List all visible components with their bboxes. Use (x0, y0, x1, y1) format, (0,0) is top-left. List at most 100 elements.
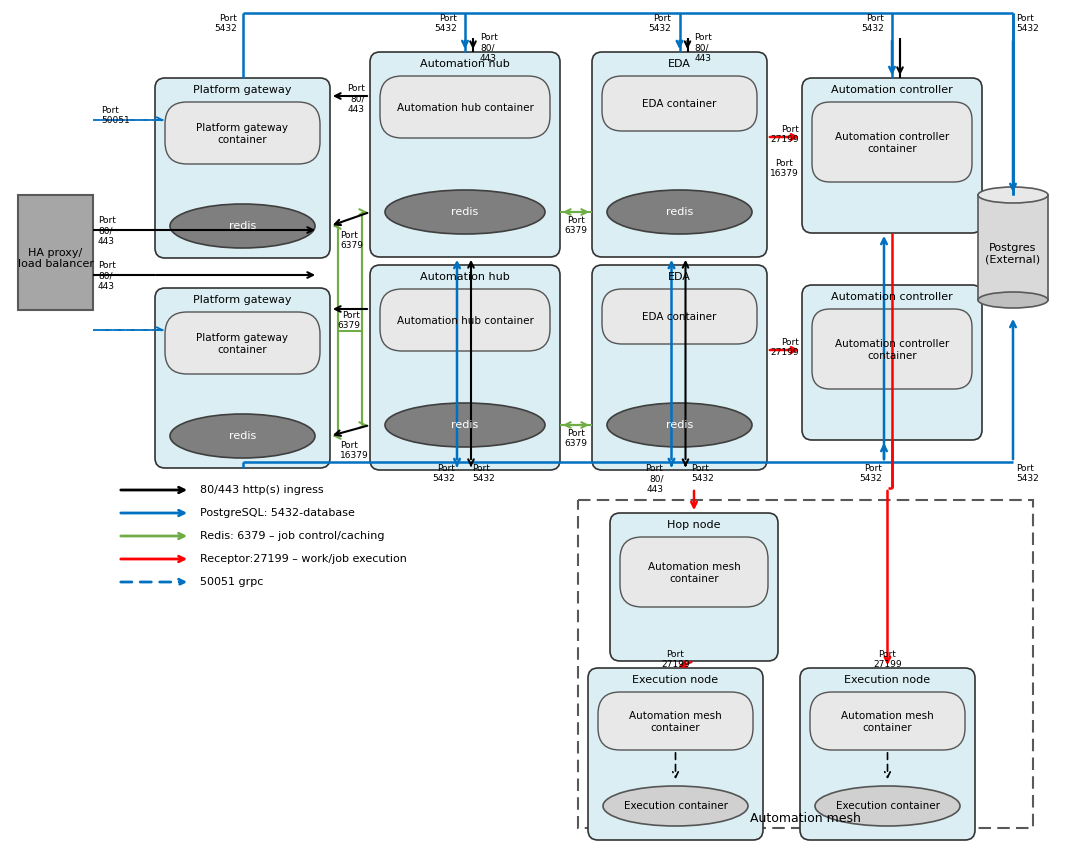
FancyBboxPatch shape (592, 265, 767, 470)
FancyBboxPatch shape (588, 668, 763, 840)
Text: Port
80/
443: Port 80/ 443 (694, 33, 713, 63)
Text: Postgres
(External): Postgres (External) (986, 243, 1040, 264)
Text: Port
5432: Port 5432 (1016, 464, 1039, 483)
FancyBboxPatch shape (802, 285, 982, 440)
Ellipse shape (815, 786, 960, 826)
Ellipse shape (607, 403, 752, 447)
Text: Port
5432: Port 5432 (214, 14, 237, 34)
Text: Platform gateway: Platform gateway (194, 85, 292, 95)
Ellipse shape (170, 204, 316, 248)
Text: PostgreSQL: 5432-database: PostgreSQL: 5432-database (200, 508, 355, 518)
Text: Platform gateway
container: Platform gateway container (197, 334, 288, 355)
FancyBboxPatch shape (812, 309, 972, 389)
Text: EDA: EDA (668, 59, 691, 69)
Text: Port
27199: Port 27199 (662, 650, 690, 670)
Text: Port
27199: Port 27199 (770, 338, 799, 358)
Ellipse shape (607, 190, 752, 234)
FancyBboxPatch shape (800, 668, 975, 840)
Text: Port
5432: Port 5432 (860, 464, 882, 483)
Text: Port
5432: Port 5432 (432, 464, 455, 483)
Ellipse shape (170, 414, 316, 458)
Text: Receptor:27199 – work/job execution: Receptor:27199 – work/job execution (200, 554, 407, 564)
Text: redis: redis (452, 207, 479, 217)
Text: Port
6379: Port 6379 (565, 216, 588, 235)
FancyBboxPatch shape (578, 500, 1033, 828)
Text: Automation mesh
container: Automation mesh container (841, 711, 934, 733)
Text: EDA: EDA (668, 272, 691, 282)
FancyBboxPatch shape (380, 289, 551, 351)
Text: Port
80/
443: Port 80/ 443 (98, 261, 116, 291)
FancyBboxPatch shape (602, 76, 757, 131)
FancyBboxPatch shape (370, 52, 560, 257)
Text: EDA container: EDA container (642, 312, 717, 322)
FancyBboxPatch shape (370, 265, 560, 470)
Text: Port
5432: Port 5432 (862, 14, 883, 34)
Text: Automation hub: Automation hub (420, 59, 510, 69)
Text: EDA container: EDA container (642, 99, 717, 109)
Text: Port
80/
443: Port 80/ 443 (480, 33, 498, 63)
Text: Port
5432: Port 5432 (648, 14, 671, 34)
Text: Port
5432: Port 5432 (1016, 14, 1039, 34)
Text: Automation mesh
container: Automation mesh container (647, 562, 740, 584)
Text: Automation controller: Automation controller (831, 292, 953, 302)
Ellipse shape (385, 190, 545, 234)
FancyBboxPatch shape (978, 195, 1048, 300)
FancyBboxPatch shape (18, 195, 92, 310)
FancyBboxPatch shape (620, 537, 768, 607)
FancyBboxPatch shape (802, 78, 982, 233)
Text: Port
6379: Port 6379 (339, 231, 363, 251)
Ellipse shape (978, 292, 1048, 308)
Text: Automation hub container: Automation hub container (396, 316, 533, 326)
Text: Execution node: Execution node (844, 675, 930, 685)
Text: Port
50051: Port 50051 (101, 106, 129, 125)
Text: Redis: 6379 – job control/caching: Redis: 6379 – job control/caching (200, 531, 384, 541)
Text: Hop node: Hop node (667, 520, 720, 530)
FancyBboxPatch shape (380, 76, 551, 138)
Text: redis: redis (452, 420, 479, 430)
Text: Automation hub: Automation hub (420, 272, 510, 282)
Ellipse shape (385, 403, 545, 447)
FancyBboxPatch shape (154, 78, 330, 258)
Text: Port
80/
443: Port 80/ 443 (347, 84, 364, 114)
Text: Automation mesh
container: Automation mesh container (629, 711, 721, 733)
Text: Port
5432: Port 5432 (434, 14, 457, 34)
FancyBboxPatch shape (165, 102, 320, 164)
Text: Port
27199: Port 27199 (874, 650, 902, 670)
Text: Port
80/
443: Port 80/ 443 (645, 464, 664, 494)
Text: Execution node: Execution node (632, 675, 718, 685)
Text: redis: redis (228, 431, 256, 441)
FancyBboxPatch shape (812, 102, 972, 182)
Text: Automation controller: Automation controller (831, 85, 953, 95)
FancyBboxPatch shape (809, 692, 965, 750)
Text: Port
16379: Port 16379 (770, 158, 799, 178)
Text: Execution container: Execution container (623, 801, 728, 811)
Text: Automation controller
container: Automation controller container (834, 340, 949, 361)
Text: 80/443 http(s) ingress: 80/443 http(s) ingress (200, 485, 323, 495)
Text: Port
5432: Port 5432 (472, 464, 495, 483)
FancyBboxPatch shape (154, 288, 330, 468)
Text: redis: redis (666, 207, 693, 217)
Text: Port
5432: Port 5432 (692, 464, 714, 483)
FancyBboxPatch shape (165, 312, 320, 374)
Text: Port
6379: Port 6379 (565, 429, 588, 448)
Text: Automation controller
container: Automation controller container (834, 132, 949, 154)
Text: Automation mesh: Automation mesh (750, 811, 861, 824)
Text: HA proxy/
load balancer: HA proxy/ load balancer (17, 248, 94, 270)
Ellipse shape (603, 786, 749, 826)
Text: Automation hub container: Automation hub container (396, 103, 533, 113)
Text: Platform gateway
container: Platform gateway container (197, 124, 288, 145)
Text: Platform gateway: Platform gateway (194, 295, 292, 305)
Text: Port
16379: Port 16379 (339, 441, 369, 461)
FancyBboxPatch shape (598, 692, 753, 750)
FancyBboxPatch shape (610, 513, 778, 661)
Text: Port
80/
443: Port 80/ 443 (98, 216, 116, 245)
FancyBboxPatch shape (602, 289, 757, 344)
Text: Port
27199: Port 27199 (770, 125, 799, 144)
Text: redis: redis (228, 221, 256, 231)
Text: redis: redis (666, 420, 693, 430)
Text: Execution container: Execution container (836, 801, 940, 811)
Ellipse shape (978, 187, 1048, 203)
Text: 50051 grpc: 50051 grpc (200, 577, 263, 587)
Text: Port
6379: Port 6379 (337, 310, 360, 330)
FancyBboxPatch shape (592, 52, 767, 257)
